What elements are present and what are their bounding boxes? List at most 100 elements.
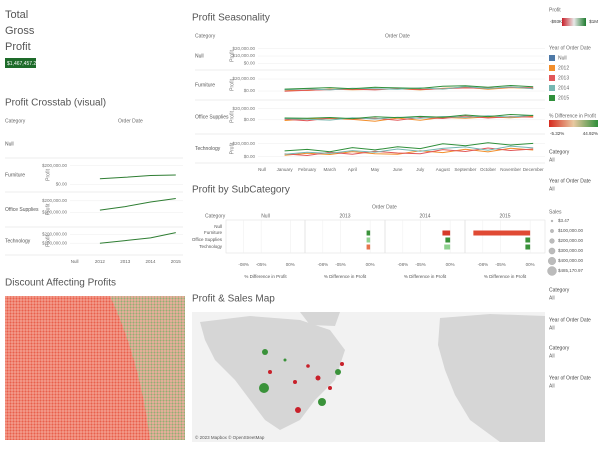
y-axis-title: Profit	[45, 169, 51, 181]
y-tick-label: $10,000.00	[232, 53, 255, 58]
y-axis-title: Profit	[45, 203, 51, 215]
x-tick-label: 00%	[286, 262, 295, 267]
y-axis-title: Profit	[229, 142, 235, 154]
legend-label: Null	[558, 55, 567, 61]
map-marker	[295, 407, 301, 413]
discount-grid-positive	[110, 296, 185, 440]
line	[284, 84, 534, 90]
line	[284, 145, 534, 155]
filter-title: Category	[549, 149, 570, 155]
kpi-badge	[5, 58, 36, 68]
map-markers	[259, 349, 344, 413]
legend-size	[547, 266, 557, 276]
map-marker	[283, 358, 287, 362]
legend-swatch	[549, 85, 555, 91]
row-label: Office Supplies	[5, 207, 39, 213]
panel	[225, 219, 306, 254]
x-tick-label: 2015	[171, 259, 182, 264]
x-tick-label: 2014	[145, 259, 156, 264]
x-tick-label: -05%	[335, 262, 346, 267]
x-tick-label: May	[371, 167, 380, 172]
map-marker	[335, 369, 341, 375]
x-tick-label: 2013	[120, 259, 131, 264]
x-tick-label: Null	[71, 259, 79, 264]
x-tick-label: June	[393, 167, 403, 172]
map-marker	[328, 386, 332, 390]
chart-title: Profit Crosstab (visual)	[5, 98, 106, 109]
bar	[366, 230, 371, 236]
y-tick-label: $20,000.00	[232, 141, 255, 146]
x-tick-label: October	[480, 167, 497, 172]
y-tick-label: $0.00	[244, 154, 256, 159]
y-tick-label: $20,000.00	[232, 106, 255, 111]
column-label: 2013	[339, 213, 350, 219]
line	[99, 174, 176, 180]
legend-label: $200,000.00	[558, 238, 584, 243]
legend-size	[550, 229, 554, 233]
row-label: Null	[5, 141, 14, 147]
legend-swatch	[549, 55, 555, 61]
legend-label: 2015	[558, 95, 569, 101]
legend-label: $400,000.00	[558, 258, 584, 263]
row-label: Furniture	[5, 172, 25, 178]
x-tick-label: -08%	[238, 262, 249, 267]
y-tick-label: $200,000.00	[42, 198, 68, 203]
x-tick-label: -05%	[415, 262, 426, 267]
y-tick-label: $20,000.00	[232, 76, 255, 81]
x-tick-label: December	[523, 167, 544, 172]
line	[284, 113, 534, 120]
legend-label: $485,170.97	[558, 268, 584, 273]
x-axis-title: % Difference in Profit	[404, 274, 447, 279]
column-label: Null	[261, 213, 270, 219]
legend-title: Year of Order Date	[549, 45, 591, 51]
line	[99, 198, 176, 211]
x-axis-title: % Difference in Profit	[324, 274, 367, 279]
kpi-label: Total	[5, 9, 28, 21]
filter-title: Category	[549, 287, 570, 293]
y-tick-label: $0.00	[56, 182, 68, 187]
legend-swatch	[549, 75, 555, 81]
legend-swatch	[549, 65, 555, 71]
legend-gradient	[562, 18, 586, 26]
row-header: Category	[205, 213, 226, 219]
y-axis-title: Profit	[229, 111, 235, 123]
row-label: Furniture	[204, 230, 223, 235]
map-marker	[306, 364, 310, 368]
kpi-label: Profit	[5, 41, 31, 53]
y-tick-label: $100,000.00	[42, 240, 68, 245]
row-label: Null	[195, 53, 204, 59]
filter-value[interactable]: All	[549, 157, 555, 163]
kpi-label: Gross	[5, 25, 35, 37]
y-tick-label: $0.00	[244, 117, 256, 122]
chart-title: Discount Affecting Profits	[5, 278, 116, 289]
y-tick-label: $100,000.00	[42, 210, 68, 215]
filter-value[interactable]: All	[549, 186, 555, 192]
kpi-value: $1,467,457.29	[7, 61, 39, 67]
x-tick-label: August	[436, 167, 451, 172]
x-tick-label: 2012	[95, 259, 106, 264]
legend-size	[548, 247, 556, 255]
filter-value[interactable]: All	[549, 295, 555, 301]
x-tick-label: April	[348, 167, 357, 172]
x-tick-label: 00%	[446, 262, 455, 267]
panel	[384, 219, 466, 254]
y-tick-label: $0.00	[244, 61, 256, 66]
legend-label: $1M	[589, 19, 598, 24]
x-tick-label: January	[277, 167, 294, 172]
filter-value[interactable]: All	[549, 383, 555, 389]
row-label: Technology	[199, 244, 223, 249]
legend-label: $3.47	[558, 218, 570, 223]
legend-size	[548, 257, 556, 265]
row-label: Office Supplies	[192, 237, 223, 242]
line	[284, 115, 534, 122]
filter-value[interactable]: All	[549, 353, 555, 359]
x-tick-label: September	[454, 167, 477, 172]
map-attribution: © 2023 Mapbox © OpenStreetMap	[195, 434, 265, 440]
row-header: Category	[195, 33, 216, 39]
column-label: 2014	[419, 213, 430, 219]
map-marker	[293, 380, 297, 384]
filter-value[interactable]: All	[549, 325, 555, 331]
legend-label: 2013	[558, 75, 569, 81]
chart-title: Profit by SubCategory	[192, 185, 290, 196]
